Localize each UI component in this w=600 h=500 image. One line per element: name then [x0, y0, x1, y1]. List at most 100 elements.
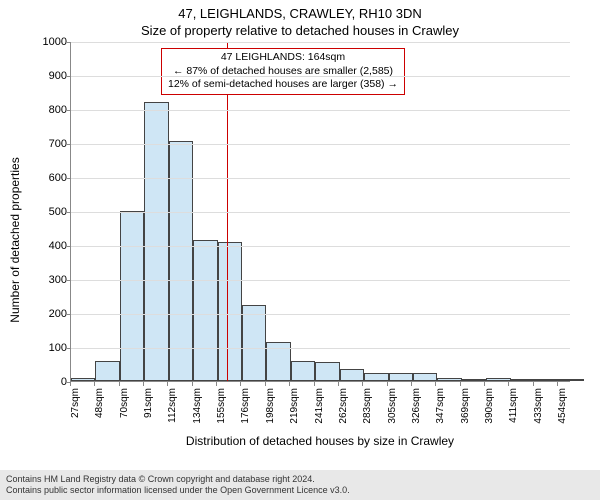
- histogram-bar: [71, 378, 95, 381]
- gridline-h: [71, 212, 570, 213]
- ytick-label: 700: [41, 138, 67, 150]
- y-axis-label: Number of detached properties: [8, 157, 22, 322]
- xtick-mark: [460, 382, 461, 386]
- histogram-bar: [413, 373, 437, 382]
- xtick-mark: [314, 382, 315, 386]
- gridline-h: [71, 76, 570, 77]
- ytick-mark: [67, 110, 71, 111]
- histogram-bar: [218, 242, 242, 381]
- xtick-label: 198sqm: [265, 388, 276, 424]
- xtick-label: 27sqm: [70, 388, 81, 418]
- xtick-mark: [240, 382, 241, 386]
- annotation-line1: 47 LEIGHLANDS: 164sqm: [168, 51, 398, 65]
- xtick-mark: [508, 382, 509, 386]
- ytick-label: 100: [41, 342, 67, 354]
- ytick-label: 800: [41, 104, 67, 116]
- histogram-bar: [340, 369, 364, 381]
- ytick-label: 300: [41, 274, 67, 286]
- xtick-label: 326sqm: [411, 388, 422, 424]
- ytick-label: 900: [41, 70, 67, 82]
- ytick-label: 600: [41, 172, 67, 184]
- ytick-label: 500: [41, 206, 67, 218]
- gridline-h: [71, 110, 570, 111]
- annotation-line3: 12% of semi-detached houses are larger (…: [168, 78, 398, 92]
- xtick-label: 390sqm: [484, 388, 495, 424]
- ytick-label: 200: [41, 308, 67, 320]
- xtick-mark: [338, 382, 339, 386]
- xtick-label: 176sqm: [240, 388, 251, 424]
- ytick-mark: [67, 42, 71, 43]
- xtick-mark: [557, 382, 558, 386]
- plot-area: 47 LEIGHLANDS: 164sqm ← 87% of detached …: [70, 42, 570, 382]
- histogram-bar: [242, 305, 266, 382]
- histogram-bar: [389, 373, 413, 382]
- annotation-box: 47 LEIGHLANDS: 164sqm ← 87% of detached …: [161, 48, 405, 95]
- xtick-mark: [387, 382, 388, 386]
- ytick-mark: [67, 212, 71, 213]
- ytick-label: 400: [41, 240, 67, 252]
- xtick-label: 134sqm: [192, 388, 203, 424]
- xtick-mark: [289, 382, 290, 386]
- gridline-h: [71, 144, 570, 145]
- xtick-mark: [216, 382, 217, 386]
- gridline-h: [71, 348, 570, 349]
- xtick-label: 112sqm: [167, 388, 178, 423]
- chart-header: 47, LEIGHLANDS, CRAWLEY, RH10 3DN Size o…: [0, 0, 600, 38]
- xtick-label: 241sqm: [314, 388, 325, 424]
- gridline-h: [71, 280, 570, 281]
- histogram-bar: [95, 361, 119, 381]
- histogram-bar: [364, 373, 388, 382]
- footer: Contains HM Land Registry data © Crown c…: [0, 470, 600, 500]
- histogram-bar: [315, 362, 339, 381]
- histogram-bar: [437, 378, 461, 381]
- x-axis-label: Distribution of detached houses by size …: [70, 434, 570, 448]
- xtick-mark: [167, 382, 168, 386]
- xtick-label: 155sqm: [216, 388, 227, 424]
- ytick-mark: [67, 314, 71, 315]
- xtick-mark: [265, 382, 266, 386]
- gridline-h: [71, 314, 570, 315]
- xtick-mark: [362, 382, 363, 386]
- ytick-mark: [67, 348, 71, 349]
- footer-line1: Contains HM Land Registry data © Crown c…: [6, 474, 594, 485]
- xtick-label: 305sqm: [387, 388, 398, 424]
- xtick-label: 283sqm: [362, 388, 373, 424]
- histogram-bar: [462, 379, 486, 381]
- histogram-bar: [511, 379, 535, 381]
- xtick-mark: [192, 382, 193, 386]
- xtick-label: 70sqm: [119, 388, 130, 418]
- xtick-label: 347sqm: [435, 388, 446, 424]
- xtick-mark: [94, 382, 95, 386]
- xtick-mark: [70, 382, 71, 386]
- xtick-mark: [143, 382, 144, 386]
- histogram-bar: [486, 378, 510, 381]
- ytick-mark: [67, 144, 71, 145]
- xtick-label: 262sqm: [338, 388, 349, 424]
- ytick-mark: [67, 178, 71, 179]
- histogram-bar: [120, 211, 144, 381]
- title-address: 47, LEIGHLANDS, CRAWLEY, RH10 3DN: [0, 6, 600, 21]
- xtick-label: 48sqm: [94, 388, 105, 418]
- ytick-mark: [67, 76, 71, 77]
- histogram-bar: [291, 361, 315, 381]
- xtick-mark: [435, 382, 436, 386]
- histogram-bar: [535, 379, 559, 381]
- chart-area: Number of detached properties 47 LEIGHLA…: [35, 42, 580, 437]
- histogram-bar: [193, 240, 217, 381]
- xtick-label: 411sqm: [508, 388, 519, 423]
- xtick-label: 91sqm: [143, 388, 154, 418]
- xtick-label: 433sqm: [533, 388, 544, 424]
- xtick-label: 454sqm: [557, 388, 568, 424]
- ytick-mark: [67, 246, 71, 247]
- histogram-bar: [560, 379, 584, 381]
- xtick-mark: [484, 382, 485, 386]
- ytick-label: 0: [41, 376, 67, 388]
- xtick-mark: [411, 382, 412, 386]
- gridline-h: [71, 42, 570, 43]
- xtick-mark: [533, 382, 534, 386]
- gridline-h: [71, 246, 570, 247]
- ytick-mark: [67, 280, 71, 281]
- xtick-label: 369sqm: [460, 388, 471, 424]
- gridline-h: [71, 178, 570, 179]
- ytick-label: 1000: [41, 36, 67, 48]
